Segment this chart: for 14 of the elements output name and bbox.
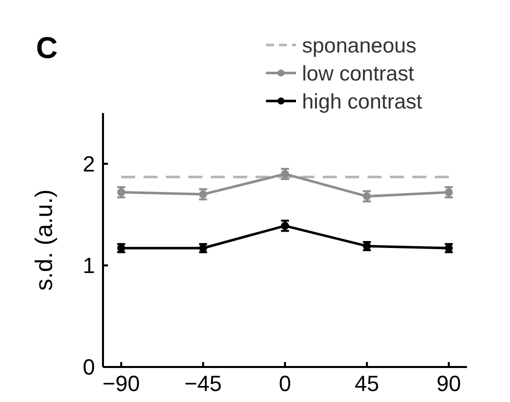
x-tick-label: 0 (278, 371, 292, 396)
x-tick-label: 90 (436, 371, 462, 396)
y-tick-label: 0 (82, 354, 95, 380)
legend-label: high contrast (302, 90, 422, 114)
legend-label: sponaneous (302, 34, 416, 58)
y-axis-title: s.d. (a.u.) (31, 189, 58, 291)
y-tick-label: 1 (82, 253, 95, 278)
point (281, 170, 289, 178)
chart-title: C (36, 32, 58, 65)
x-tick-label: 45 (354, 371, 380, 396)
y-tick-label: 2 (82, 152, 95, 176)
x-tick-label: −45 (184, 371, 222, 396)
legend-label: low contrast (302, 62, 414, 86)
x-tick-label: −90 (102, 371, 140, 396)
